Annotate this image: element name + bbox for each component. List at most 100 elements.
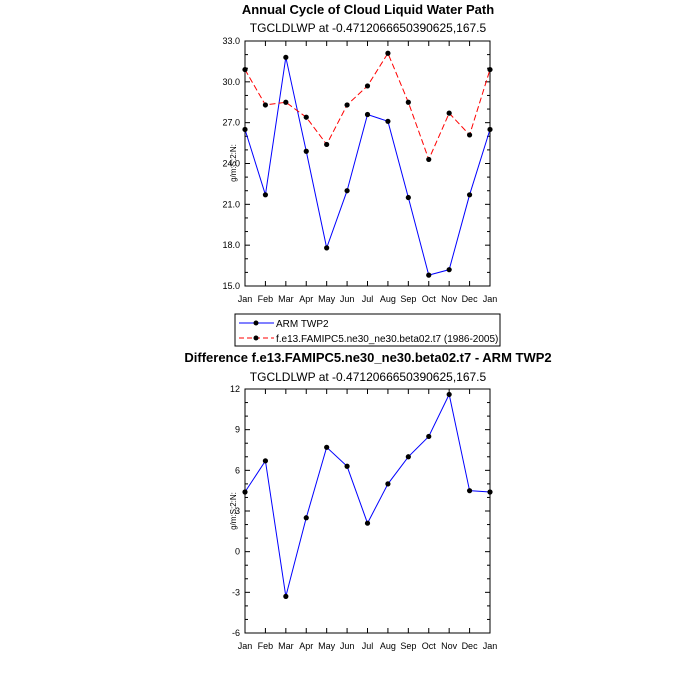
y-tick-label: 27.0: [222, 118, 240, 128]
data-point-1: [242, 489, 248, 495]
data-point-1: [426, 433, 432, 440]
legend-marker-arm: [253, 320, 259, 326]
x-tick-label: Sep: [400, 641, 416, 651]
data-point-1: [344, 463, 350, 469]
x-tick-label: Feb: [258, 294, 274, 304]
data-point-2: [446, 110, 452, 116]
x-tick-label: Jan: [483, 641, 498, 651]
data-point-2: [262, 102, 269, 108]
data-point-1: [426, 272, 432, 278]
x-tick-label: Nov: [441, 294, 458, 304]
y-tick-label: 15.0: [222, 281, 240, 291]
data-point-2: [242, 66, 248, 73]
x-tick-label: Feb: [258, 641, 274, 651]
y-tick-label: -3: [232, 587, 240, 597]
x-tick-label: Mar: [278, 641, 294, 651]
data-point-1: [446, 391, 452, 398]
y-tick-label: 30.0: [222, 77, 240, 87]
x-tick-label: Nov: [441, 641, 458, 651]
y-tick-label: 12: [230, 384, 240, 394]
y-tick-label: 9: [235, 425, 240, 435]
data-point-1: [385, 481, 391, 487]
x-tick-label: Jul: [362, 294, 374, 304]
x-tick-label: Apr: [299, 294, 313, 304]
legend-box: [234, 313, 501, 347]
x-tick-label: Mar: [278, 294, 294, 304]
x-tick-label: Apr: [299, 641, 313, 651]
series-line-1: [244, 57, 491, 276]
data-point-2: [344, 102, 350, 108]
x-tick-label: Jan: [483, 294, 498, 304]
data-point-1: [487, 126, 493, 133]
data-point-1: [364, 111, 371, 118]
data-point-1: [262, 458, 269, 464]
series-line-1: [244, 392, 491, 597]
data-point-1: [466, 192, 473, 198]
y-tick-label: 21.0: [222, 199, 240, 209]
data-point-1: [242, 126, 248, 133]
x-tick-label: May: [318, 294, 336, 304]
legend-label-model: f.e13.FAMIPC5.ne30_ne30.beta02.t7 (1986-…: [276, 334, 498, 345]
plot-frame: [244, 40, 491, 287]
data-point-1: [487, 489, 493, 495]
data-point-2: [385, 50, 391, 56]
chart-1-ylabel: g/m:S:2:N:: [229, 144, 238, 182]
chart-2-subtitle: TGCLDLWP at -0.4712066650390625,167.5: [250, 370, 487, 384]
x-tick-label: Dec: [462, 294, 479, 304]
data-point-1: [344, 188, 350, 194]
x-tick-label: Jan: [238, 294, 253, 304]
x-tick-label: Jul: [362, 641, 374, 651]
data-point-1: [324, 444, 330, 450]
data-point-2: [487, 66, 493, 73]
x-tick-label: Oct: [422, 294, 437, 304]
data-point-2: [466, 132, 473, 138]
data-point-2: [324, 141, 330, 148]
y-tick-label: 0: [235, 547, 240, 557]
x-tick-label: Oct: [422, 641, 437, 651]
chart-2-title: Difference f.e13.FAMIPC5.ne30_ne30.beta0…: [184, 350, 551, 365]
series-line-2: [244, 52, 491, 161]
data-point-1: [364, 520, 371, 526]
x-tick-label: Jun: [340, 294, 355, 304]
data-point-1: [446, 267, 452, 273]
data-point-1: [283, 54, 289, 60]
x-tick-label: Sep: [400, 294, 416, 304]
legend-label-arm: ARM TWP2: [276, 319, 329, 330]
x-tick-label: Jan: [238, 641, 253, 651]
chart-1-subtitle: TGCLDLWP at -0.4712066650390625,167.5: [250, 21, 487, 35]
data-point-2: [426, 156, 432, 163]
y-tick-label: 24.0: [222, 159, 240, 169]
chart-1-plot: Jan Feb Mar Apr May Jun Jul Aug Sep Oct Nov Dec Jan 1…: [222, 36, 497, 304]
data-point-2: [303, 114, 309, 120]
chart-2-plot: Jan Feb Mar Apr May Jun Jul Aug Sep Oct Nov Dec Jan -…: [230, 384, 497, 651]
data-point-1: [262, 192, 269, 198]
data-point-1: [303, 148, 309, 154]
x-tick-label: Aug: [380, 641, 396, 651]
data-point-1: [283, 593, 289, 600]
data-point-2: [283, 99, 289, 105]
data-point-1: [303, 515, 309, 521]
chart-1-legend: ARM TWP2 f.e13.FAMIPC5.ne30_ne30.beta02.…: [234, 313, 501, 347]
data-point-1: [385, 118, 391, 124]
x-tick-label: Aug: [380, 294, 396, 304]
data-point-1: [466, 488, 473, 494]
y-tick-label: 33.0: [222, 36, 240, 46]
y-tick-label: 18.0: [222, 240, 240, 250]
y-tick-label: -6: [232, 628, 240, 638]
data-point-2: [364, 83, 371, 89]
y-tick-label: 3: [235, 506, 240, 516]
legend-marker-model: [253, 335, 259, 341]
data-point-1: [324, 245, 330, 251]
x-tick-label: Dec: [462, 641, 479, 651]
plot-frame: [244, 388, 491, 634]
chart-1-title: Annual Cycle of Cloud Liquid Water Path: [242, 2, 494, 17]
chart-2-ylabel: g/m:S:2:N:: [229, 492, 238, 530]
x-tick-label: May: [318, 641, 336, 651]
data-point-1: [405, 454, 411, 460]
x-tick-label: Jun: [340, 641, 355, 651]
data-point-2: [405, 99, 411, 105]
chart-1: Annual Cycle of Cloud Liquid Water Path …: [222, 2, 501, 347]
data-point-1: [405, 194, 411, 201]
chart-2: Difference f.e13.FAMIPC5.ne30_ne30.beta0…: [184, 350, 551, 651]
